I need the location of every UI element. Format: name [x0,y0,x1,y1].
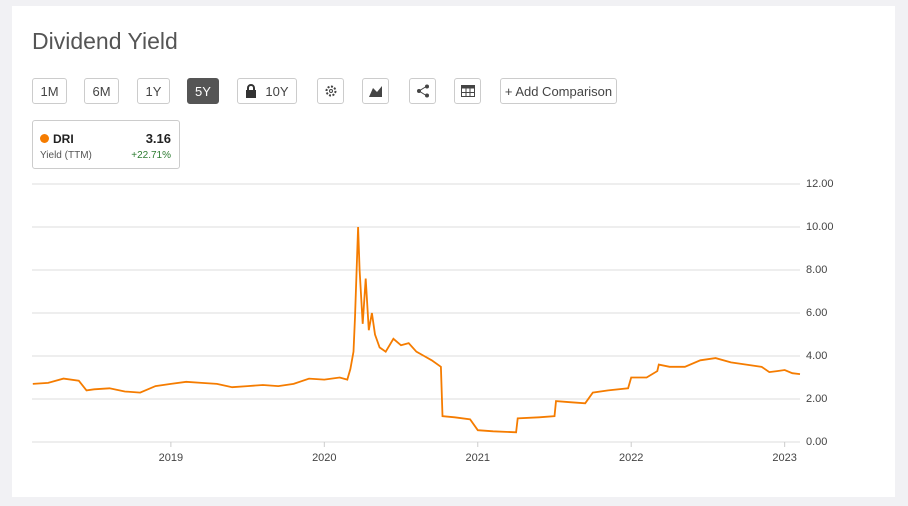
y-tick-label: 6.00 [806,307,827,319]
x-tick-label: 2023 [772,452,796,464]
range-label: 1Y [145,83,162,99]
lock-icon [246,84,257,98]
legend-ticker: DRI [53,132,74,146]
chart-icon [368,86,382,97]
legend-change: +22.71% [131,150,171,161]
table-button[interactable] [454,78,481,104]
y-tick-label: 8.00 [806,264,827,276]
gear-icon [325,85,336,97]
x-tick-label: 2022 [619,452,643,464]
x-tick-label: 2019 [159,452,183,464]
y-tick-label: 4.00 [806,350,827,362]
range-button[interactable]: 1M [32,78,67,104]
title: Dividend Yield [32,28,178,54]
y-tick-label: 12.00 [806,178,834,190]
range-label: 10Y [265,83,289,99]
y-tick-label: 10.00 [806,221,834,233]
range-button[interactable]: 10Y [237,78,297,104]
share-button[interactable] [409,78,436,104]
y-tick-label: 2.00 [806,393,827,405]
range-button[interactable]: 5Y [187,78,219,104]
chart-type-button[interactable] [362,78,389,104]
x-tick-label: 2020 [312,452,336,464]
range-label: 6M [92,83,111,99]
legend-box: DRI 3.16 Yield (TTM) +22.71% [32,120,180,169]
range-label: 1M [40,83,59,99]
legend-dot [40,134,49,143]
legend-metric: Yield (TTM) [40,150,92,161]
settings-button[interactable] [317,78,344,104]
table-icon [460,85,475,97]
legend-value: 3.16 [145,131,171,146]
x-tick-label: 2021 [466,452,490,464]
share-icon [416,84,429,98]
range-button[interactable]: 1Y [137,78,170,104]
range-label: 5Y [195,83,211,99]
series-line [32,226,801,434]
range-button[interactable]: 6M [84,78,119,104]
y-tick-label: 0.00 [806,436,827,448]
add-comparison-button[interactable]: + Add Comparison [500,78,617,104]
